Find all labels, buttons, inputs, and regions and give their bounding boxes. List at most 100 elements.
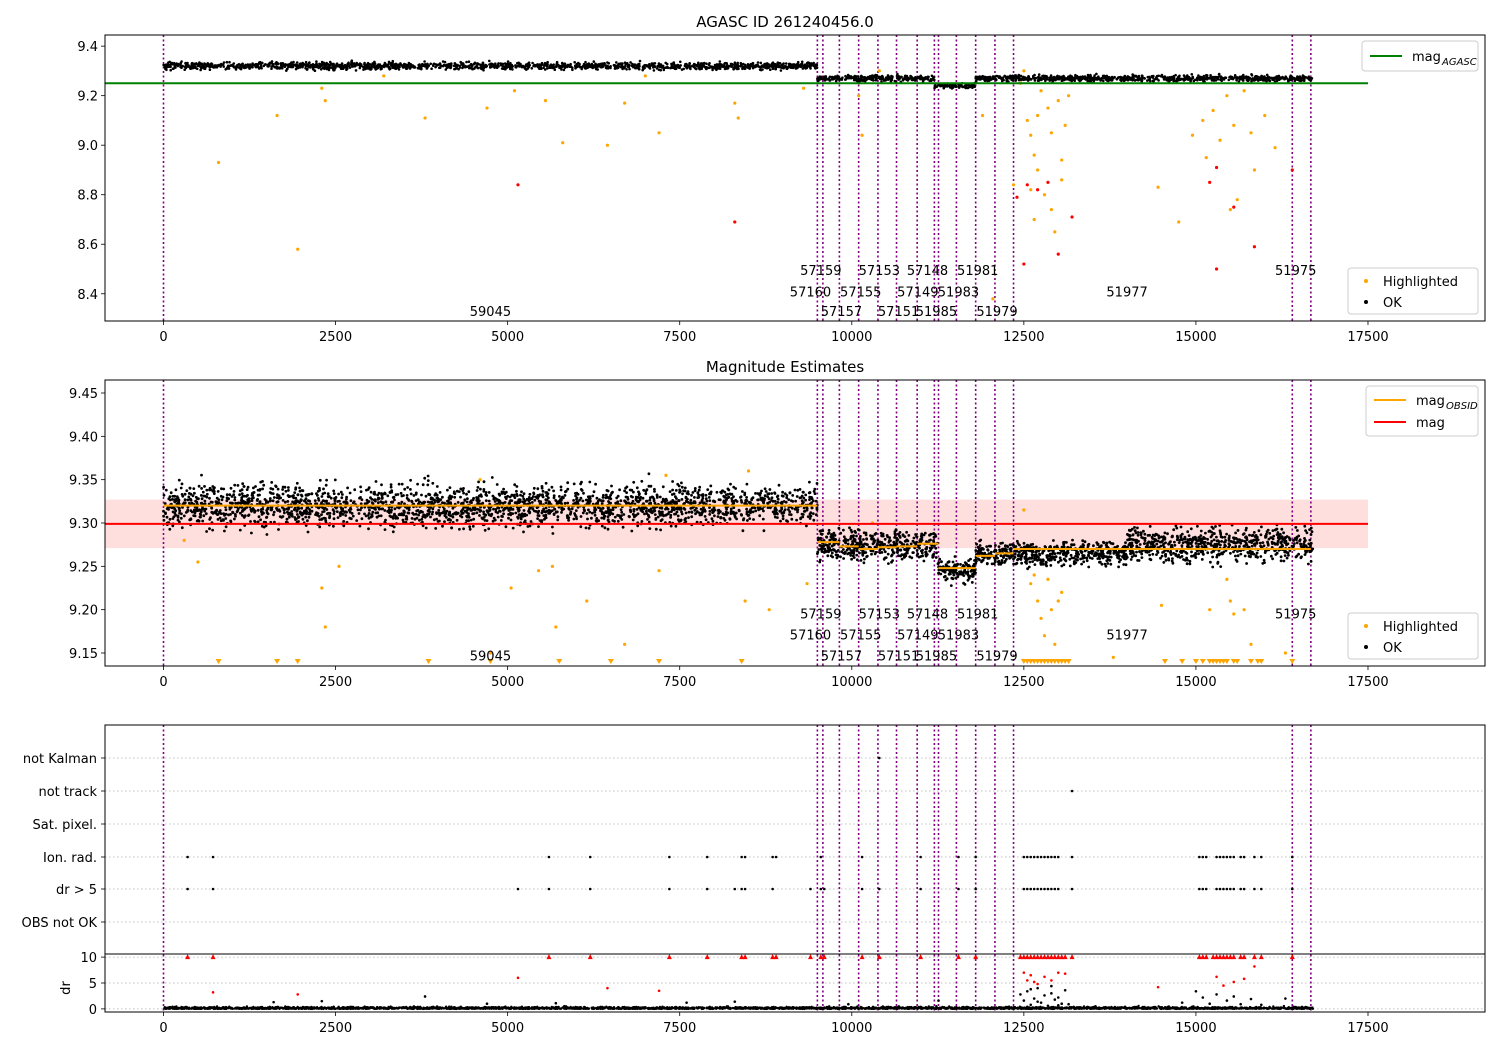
- obsid-label: 51985: [916, 305, 957, 320]
- ok-point: [1037, 75, 1040, 79]
- ok-point: [587, 526, 591, 530]
- ok-point: [248, 63, 251, 67]
- ok-point: [562, 68, 566, 72]
- ok-point: [774, 66, 777, 70]
- ok-point: [632, 65, 635, 68]
- ok-point: [210, 62, 213, 65]
- ok-point: [328, 512, 332, 515]
- ok-point: [1143, 77, 1146, 80]
- ok-point: [709, 484, 713, 488]
- ok-point: [400, 482, 404, 486]
- ok-point: [584, 60, 587, 64]
- ok-point: [1102, 79, 1105, 83]
- ok-point: [338, 514, 342, 518]
- ok-point: [564, 489, 568, 493]
- y-tick-label: 9.4: [77, 40, 98, 55]
- ok-point: [176, 64, 180, 68]
- ok-point: [414, 491, 418, 495]
- red-point: [1070, 215, 1074, 219]
- ok-point: [575, 62, 579, 66]
- ok-point: [824, 75, 828, 78]
- ok-point: [175, 495, 179, 499]
- ok-point: [379, 67, 383, 71]
- ok-point: [181, 64, 184, 68]
- ok-point: [1131, 73, 1134, 76]
- ok-point: [468, 525, 472, 529]
- ok-point: [1033, 73, 1036, 77]
- ok-point: [439, 64, 443, 67]
- ok-point: [325, 499, 328, 503]
- ok-point: [344, 514, 348, 517]
- ok-point: [326, 512, 329, 516]
- highlighted-point: [1036, 168, 1040, 172]
- ok-point: [327, 68, 331, 72]
- ok-point: [607, 497, 611, 500]
- ok-point: [880, 77, 884, 80]
- ok-point: [787, 508, 790, 511]
- ok-point: [163, 502, 167, 505]
- obsid-label: 57151: [878, 305, 919, 320]
- ok-point: [520, 490, 523, 494]
- ok-point: [490, 64, 494, 67]
- ok-point: [1010, 77, 1013, 81]
- ok-point: [752, 518, 755, 521]
- ok-point: [370, 501, 374, 505]
- red-point: [1056, 252, 1060, 256]
- ok-point: [347, 62, 350, 66]
- ok-point: [475, 64, 479, 67]
- ok-point: [321, 506, 325, 510]
- ok-point: [666, 65, 669, 69]
- ok-point: [292, 494, 295, 497]
- ok-point: [492, 497, 496, 500]
- ok-point: [383, 492, 387, 496]
- ok-point: [335, 510, 339, 513]
- ok-point: [441, 524, 444, 528]
- ok-point: [754, 492, 757, 495]
- ok-point: [270, 60, 274, 63]
- ok-point: [196, 64, 200, 68]
- ok-point: [465, 514, 469, 518]
- ok-point: [209, 65, 212, 68]
- ok-point: [726, 67, 730, 70]
- ok-point: [595, 65, 598, 68]
- ok-point: [705, 67, 708, 71]
- ok-point: [1265, 80, 1268, 83]
- ok-point: [521, 64, 525, 68]
- ok-point: [811, 512, 815, 515]
- ok-point: [780, 507, 784, 511]
- ok-point: [169, 68, 172, 72]
- ok-point: [177, 478, 181, 482]
- ok-point: [363, 64, 367, 68]
- ok-point: [178, 63, 182, 66]
- ok-point: [409, 62, 412, 66]
- ok-point: [780, 63, 784, 66]
- ok-point: [409, 488, 412, 491]
- ok-point: [793, 488, 797, 492]
- ok-point: [805, 507, 809, 510]
- ok-point: [734, 511, 738, 515]
- ok-point: [446, 488, 449, 492]
- ok-point: [281, 488, 284, 491]
- ok-point: [662, 68, 666, 72]
- ok-point: [771, 61, 775, 64]
- ok-point: [1196, 79, 1199, 82]
- ok-point: [665, 499, 669, 502]
- ok-point: [715, 490, 719, 494]
- ok-point: [251, 507, 255, 510]
- ok-point: [1261, 79, 1265, 82]
- ok-point: [629, 61, 632, 64]
- ok-point: [254, 65, 257, 69]
- ok-point: [256, 508, 260, 512]
- ok-point: [507, 513, 510, 516]
- ok-point: [606, 527, 610, 531]
- ok-point: [727, 65, 731, 68]
- ok-point: [257, 66, 261, 70]
- ok-point: [746, 63, 750, 66]
- ok-point: [781, 66, 784, 70]
- ok-point: [735, 67, 739, 71]
- ok-point: [805, 61, 809, 65]
- ok-point: [761, 68, 764, 71]
- ok-point: [528, 492, 532, 496]
- ok-point: [814, 66, 817, 69]
- ok-point: [304, 60, 308, 64]
